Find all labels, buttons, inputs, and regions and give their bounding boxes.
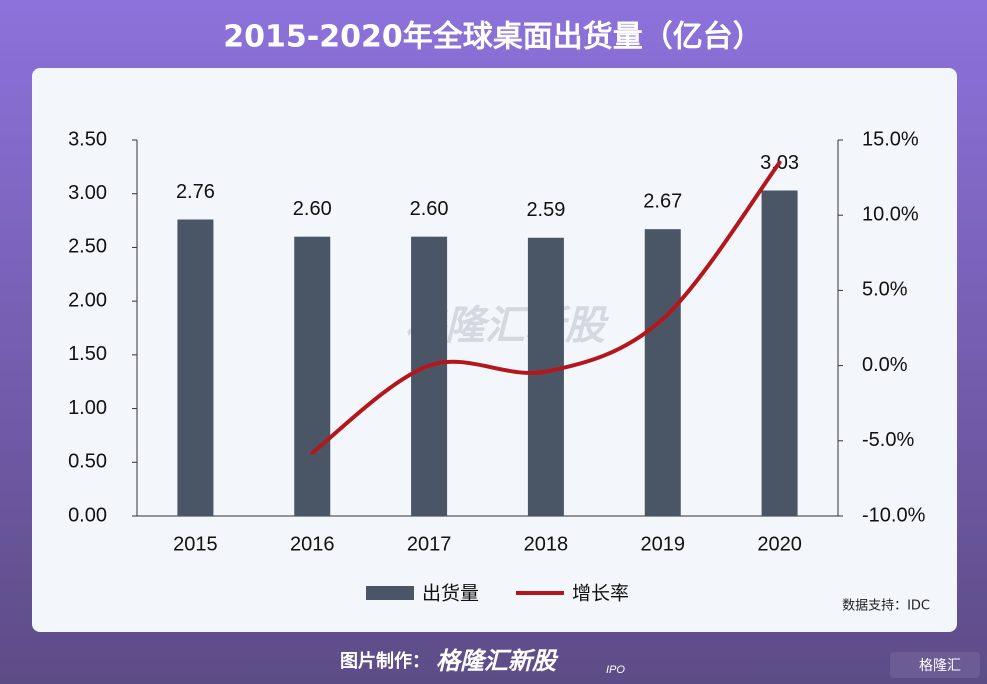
y-tick-label: 2.50 (68, 236, 107, 258)
x-tick-label: 2020 (757, 533, 802, 555)
corner-logo-bg (890, 652, 980, 678)
legend-label: 增长率 (572, 583, 629, 605)
x-tick-label: 2019 (641, 533, 686, 555)
y-tick-label: 3.50 (68, 128, 107, 150)
legend-swatch (366, 586, 414, 600)
footer-label: 图片制作： (340, 650, 430, 672)
y-tick-label: 0.00 (68, 504, 107, 526)
y2-tick-label: 0.0% (862, 354, 908, 376)
value-label: 2.60 (293, 198, 332, 220)
footer-brand-sub: IPO (606, 664, 625, 676)
page-title: 2015-2020年全球桌面出货量（亿台） (223, 20, 762, 55)
source-note: 数据支持：IDC (842, 599, 930, 614)
y2-tick-label: 10.0% (862, 203, 919, 225)
bar (527, 237, 564, 516)
x-tick-label: 2018 (524, 533, 569, 555)
footer-brand: 格隆汇新股 (436, 647, 559, 675)
bar (411, 236, 448, 516)
bar (177, 219, 214, 517)
bar (644, 229, 681, 516)
value-label: 2.76 (176, 181, 215, 203)
bar (761, 190, 798, 516)
y-tick-label: 0.50 (68, 451, 107, 473)
value-label: 2.59 (526, 199, 565, 221)
growth-line (310, 160, 782, 455)
y-tick-label: 1.50 (68, 343, 107, 365)
y2-tick-label: -5.0% (862, 429, 914, 451)
y-tick-label: 3.00 (68, 182, 107, 204)
y2-tick-label: -10.0% (862, 504, 926, 526)
x-tick-label: 2017 (407, 533, 452, 555)
value-label: 2.67 (643, 190, 682, 212)
y2-tick-label: 5.0% (862, 279, 908, 301)
y-tick-label: 2.00 (68, 289, 107, 311)
bar (294, 236, 331, 516)
card (32, 68, 957, 632)
y2-tick-label: 15.0% (862, 128, 919, 150)
value-label: 2.60 (410, 198, 449, 220)
x-tick-label: 2016 (290, 533, 335, 555)
y-tick-label: 1.00 (68, 397, 107, 419)
corner-logo: 格隆汇 (919, 658, 961, 674)
x-tick-label: 2015 (173, 533, 218, 555)
plot: 0.00 0.50 1.00 1.50 2.00 2.50 3.00 3.50 -10.0% -5… (68, 128, 926, 604)
legend-label: 出货量 (422, 583, 479, 605)
